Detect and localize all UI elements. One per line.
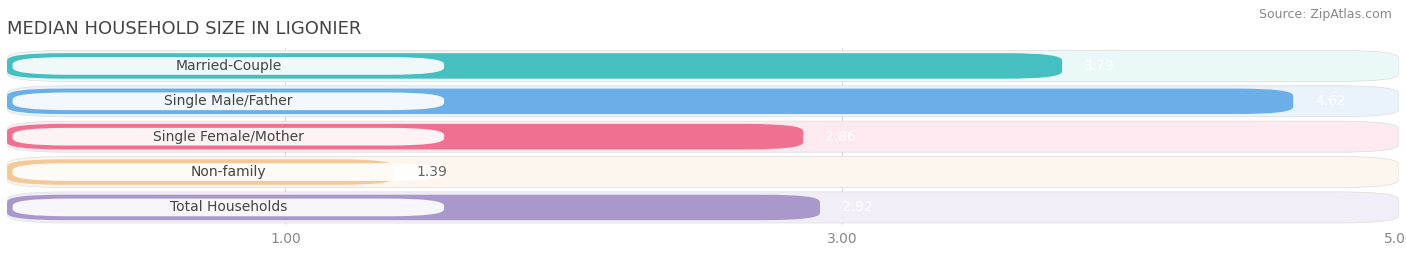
FancyBboxPatch shape (7, 86, 1399, 117)
Text: MEDIAN HOUSEHOLD SIZE IN LIGONIER: MEDIAN HOUSEHOLD SIZE IN LIGONIER (7, 20, 361, 38)
Text: 2.86: 2.86 (825, 130, 856, 144)
Text: Total Households: Total Households (170, 200, 287, 214)
Text: 4.62: 4.62 (1316, 94, 1346, 108)
FancyBboxPatch shape (7, 88, 1294, 114)
Text: Married-Couple: Married-Couple (176, 59, 281, 73)
FancyBboxPatch shape (7, 53, 1062, 79)
FancyBboxPatch shape (13, 128, 444, 146)
Text: 1.39: 1.39 (416, 165, 447, 179)
FancyBboxPatch shape (7, 124, 803, 150)
FancyBboxPatch shape (13, 163, 444, 181)
Text: Single Male/Father: Single Male/Father (165, 94, 292, 108)
FancyBboxPatch shape (7, 195, 820, 220)
Text: Non-family: Non-family (191, 165, 266, 179)
FancyBboxPatch shape (7, 50, 1399, 81)
FancyBboxPatch shape (7, 159, 394, 185)
Text: 2.92: 2.92 (842, 200, 873, 214)
Text: Source: ZipAtlas.com: Source: ZipAtlas.com (1258, 8, 1392, 21)
FancyBboxPatch shape (13, 92, 444, 110)
FancyBboxPatch shape (7, 157, 1399, 188)
Text: 3.79: 3.79 (1084, 59, 1115, 73)
FancyBboxPatch shape (13, 199, 444, 216)
FancyBboxPatch shape (7, 192, 1399, 223)
Text: Single Female/Mother: Single Female/Mother (153, 130, 304, 144)
FancyBboxPatch shape (13, 57, 444, 75)
FancyBboxPatch shape (7, 121, 1399, 152)
